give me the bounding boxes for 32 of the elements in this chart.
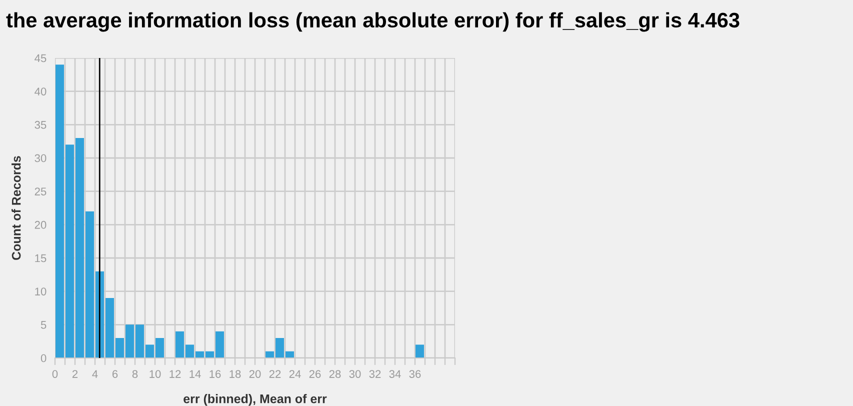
x-tick-label: 12: [170, 370, 181, 378]
x-tick-label: 28: [329, 370, 341, 378]
x-tick-label: 8: [132, 370, 138, 378]
x-tick-label: 34: [389, 370, 401, 378]
y-tick-label: 45: [34, 54, 46, 62]
x-tick-label: 24: [289, 370, 301, 378]
x-axis-title: err (binned), Mean of err: [184, 394, 327, 406]
x-tick-label: 32: [369, 370, 381, 378]
x-tick-label: 14: [190, 370, 201, 378]
y-tick-label: 10: [35, 288, 46, 296]
x-tick-label: 16: [210, 370, 221, 378]
x-tick-label: 0: [52, 370, 58, 378]
y-tick-label: 5: [40, 321, 46, 329]
y-tick-label: 15: [35, 254, 46, 262]
x-tick-label: 20: [249, 370, 261, 378]
chart-title: the average information loss (mean absolute error) for ff_sales_gr is 4.463: [6, 12, 740, 32]
y-tick-label: 35: [34, 120, 46, 129]
y-tick-label: 25: [34, 188, 46, 196]
y-tick-label: 30: [34, 154, 46, 162]
x-tick-label: 6: [112, 370, 118, 378]
y-tick-label: 40: [34, 88, 46, 96]
x-tick-label: 36: [409, 370, 421, 378]
x-tick-label: 30: [349, 370, 361, 378]
y-tick-label: 0: [40, 354, 46, 362]
x-tick-label: 26: [309, 370, 321, 378]
y-tick-label: 20: [34, 220, 46, 229]
x-tick-label: 10: [150, 370, 161, 378]
y-axis-title: Count of Records: [12, 156, 21, 260]
x-tick-label: 2: [72, 370, 78, 378]
x-tick-label: 4: [92, 370, 98, 378]
x-tick-label: 18: [230, 370, 241, 378]
x-tick-label: 22: [269, 370, 281, 378]
